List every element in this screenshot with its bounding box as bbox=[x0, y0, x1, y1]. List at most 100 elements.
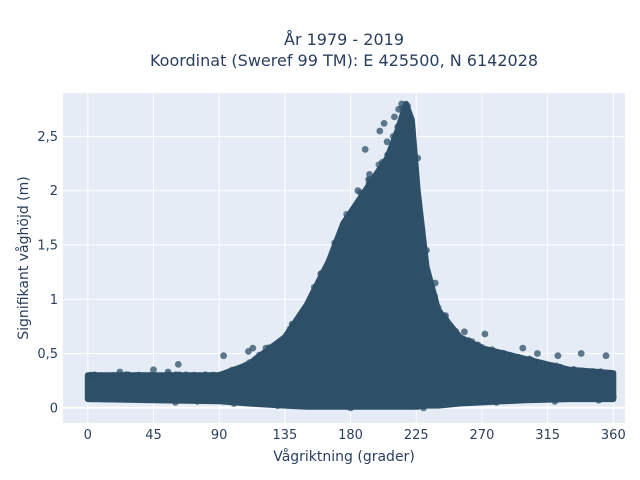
data-point bbox=[481, 330, 489, 338]
data-point bbox=[164, 368, 172, 376]
data-point bbox=[129, 374, 136, 381]
x-tick-label: 270 bbox=[470, 428, 495, 443]
data-point bbox=[452, 339, 459, 346]
data-point bbox=[395, 158, 402, 165]
data-point bbox=[319, 276, 327, 283]
data-point bbox=[193, 374, 200, 381]
data-point bbox=[380, 191, 387, 198]
data-point bbox=[394, 123, 401, 130]
x-tick-label: 360 bbox=[601, 428, 626, 443]
data-point bbox=[288, 320, 296, 328]
data-point bbox=[311, 298, 318, 306]
data-point bbox=[495, 350, 502, 357]
data-point bbox=[202, 371, 209, 378]
data-point bbox=[397, 133, 404, 141]
y-axis-ticks: 0 0,5 1 1,5 2 2,5 bbox=[37, 130, 58, 416]
data-point bbox=[250, 358, 257, 365]
data-point bbox=[416, 215, 423, 222]
data-points bbox=[85, 100, 617, 412]
data-point bbox=[602, 352, 610, 360]
data-point bbox=[366, 196, 373, 204]
data-point bbox=[471, 345, 478, 352]
data-point bbox=[448, 333, 455, 340]
data-point bbox=[318, 301, 325, 309]
data-point bbox=[324, 274, 332, 281]
data-point bbox=[429, 301, 436, 308]
data-point bbox=[399, 150, 407, 157]
data-point bbox=[123, 371, 130, 378]
data-point bbox=[315, 283, 322, 290]
data-point bbox=[361, 146, 369, 153]
data-point bbox=[414, 154, 422, 162]
chart-title-line1: År 1979 - 2019 bbox=[284, 30, 404, 49]
data-point bbox=[142, 375, 150, 382]
data-point bbox=[585, 369, 592, 376]
data-point bbox=[210, 371, 217, 378]
data-point bbox=[413, 201, 420, 209]
data-point bbox=[293, 324, 300, 332]
data-point bbox=[150, 366, 157, 374]
data-point bbox=[569, 367, 577, 374]
data-point bbox=[110, 372, 117, 380]
data-point bbox=[284, 330, 291, 338]
data-point bbox=[343, 211, 350, 218]
data-point bbox=[383, 138, 391, 146]
data-point bbox=[338, 227, 345, 235]
data-point bbox=[361, 215, 369, 223]
data-point bbox=[534, 350, 541, 357]
data-point bbox=[160, 373, 168, 380]
data-point bbox=[98, 374, 105, 381]
data-point bbox=[431, 306, 438, 313]
data-point bbox=[230, 400, 238, 407]
data-point bbox=[475, 350, 483, 358]
data-point bbox=[351, 227, 358, 234]
data-point bbox=[423, 247, 430, 254]
data-point bbox=[186, 374, 194, 381]
data-point bbox=[174, 361, 182, 368]
y-tick-label: 1 bbox=[50, 293, 58, 308]
data-point bbox=[312, 289, 319, 296]
data-point bbox=[330, 258, 337, 265]
data-point bbox=[116, 368, 124, 376]
data-point bbox=[317, 270, 324, 278]
data-point bbox=[389, 133, 397, 140]
data-point bbox=[469, 338, 476, 345]
data-point bbox=[283, 337, 291, 344]
data-point bbox=[436, 321, 444, 328]
data-point bbox=[607, 371, 614, 379]
data-point bbox=[354, 187, 362, 195]
data-point bbox=[397, 145, 404, 152]
data-point bbox=[419, 242, 427, 250]
data-point bbox=[216, 373, 224, 381]
data-point bbox=[91, 393, 99, 401]
data-point bbox=[402, 116, 409, 123]
data-point bbox=[220, 352, 228, 360]
data-point bbox=[331, 239, 338, 246]
data-point bbox=[565, 366, 572, 374]
data-point bbox=[346, 239, 353, 246]
data-point bbox=[485, 347, 493, 355]
data-point bbox=[413, 188, 421, 195]
data-point bbox=[395, 105, 403, 113]
data-point bbox=[442, 317, 449, 324]
data-point bbox=[598, 370, 605, 377]
data-point bbox=[609, 393, 617, 401]
data-point bbox=[431, 295, 438, 303]
data-point bbox=[367, 211, 375, 218]
data-point bbox=[527, 358, 535, 366]
y-tick-label: 2 bbox=[50, 184, 58, 199]
data-point bbox=[391, 169, 398, 176]
data-point bbox=[115, 375, 122, 382]
y-tick-label: 2,5 bbox=[37, 130, 58, 145]
data-point bbox=[272, 343, 280, 350]
data-point bbox=[408, 143, 416, 151]
data-point bbox=[443, 326, 451, 334]
data-point bbox=[325, 261, 332, 269]
data-point bbox=[391, 164, 398, 171]
data-point bbox=[461, 328, 468, 336]
data-point bbox=[551, 397, 559, 405]
data-point bbox=[390, 176, 397, 183]
x-tick-label: 90 bbox=[211, 428, 228, 443]
data-point bbox=[588, 374, 595, 381]
data-point bbox=[372, 175, 380, 183]
